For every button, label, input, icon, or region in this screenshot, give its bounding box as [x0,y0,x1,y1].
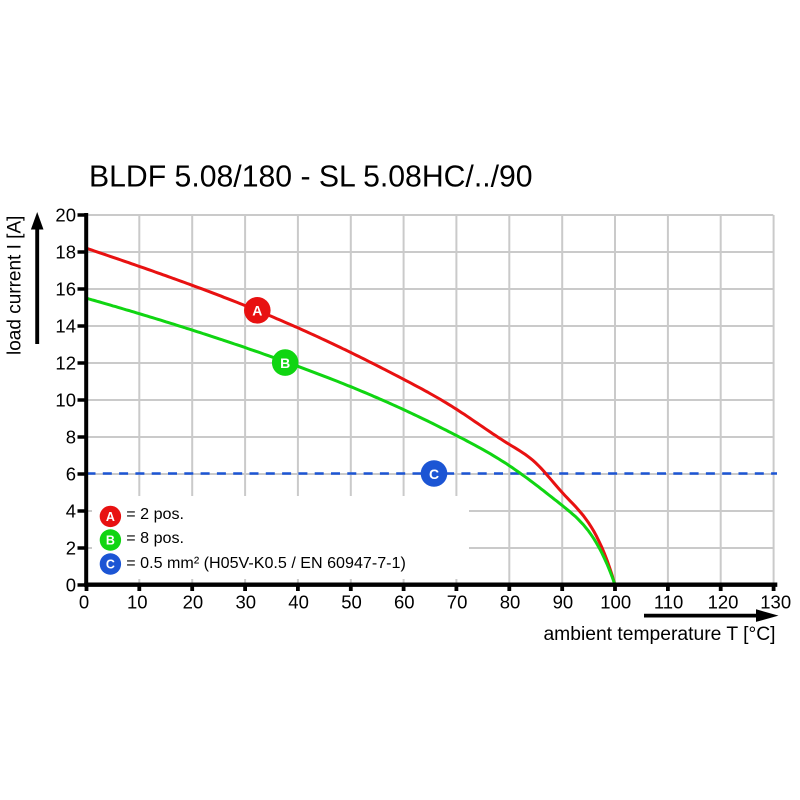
svg-text:130: 130 [760,592,791,613]
svg-text:10: 10 [55,390,76,411]
svg-text:20: 20 [55,205,76,226]
svg-text:0: 0 [66,575,76,596]
svg-text:50: 50 [341,592,362,613]
svg-text:C: C [429,466,439,482]
svg-text:A: A [252,303,262,319]
svg-text:100: 100 [600,592,631,613]
svg-text:80: 80 [500,592,521,613]
svg-text:14: 14 [55,316,76,337]
svg-text:= 2 pos.: = 2 pos. [126,505,184,523]
svg-text:BLDF 5.08/180 - SL 5.08HC/../9: BLDF 5.08/180 - SL 5.08HC/../90 [89,161,533,194]
svg-text:110: 110 [654,592,684,613]
svg-text:16: 16 [55,279,76,300]
svg-text:4: 4 [66,501,76,522]
svg-text:70: 70 [447,592,468,613]
svg-text:B: B [280,355,290,371]
svg-text:90: 90 [553,592,574,613]
svg-text:10: 10 [127,592,148,613]
svg-text:load current I [A]: load current I [A] [5,216,26,355]
svg-text:18: 18 [55,242,76,263]
svg-text:30: 30 [236,592,257,613]
svg-text:= 8 pos.: = 8 pos. [126,529,184,547]
svg-text:12: 12 [55,353,76,374]
svg-text:ambient temperature T [°C]: ambient temperature T [°C] [543,624,775,645]
svg-text:40: 40 [288,592,309,613]
svg-text:8: 8 [66,427,76,448]
svg-text:0: 0 [79,592,89,613]
svg-text:120: 120 [708,592,739,613]
svg-text:C: C [106,557,115,571]
svg-text:60: 60 [394,592,415,613]
svg-text:6: 6 [66,464,76,485]
svg-text:= 0.5 mm² (H05V-K0.5 / EN 6094: = 0.5 mm² (H05V-K0.5 / EN 60947-7-1) [126,554,406,572]
svg-text:20: 20 [183,592,204,613]
svg-text:2: 2 [66,538,76,559]
svg-text:A: A [106,510,115,524]
svg-text:B: B [106,533,115,547]
